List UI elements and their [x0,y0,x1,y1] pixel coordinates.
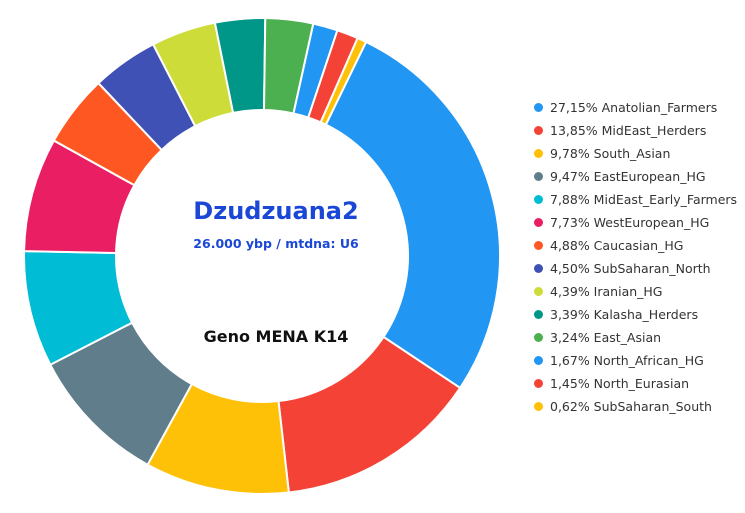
legend-dot-icon [534,172,543,181]
legend-dot-icon [534,195,543,204]
legend-item-2: 9,78% South_Asian [534,142,744,165]
legend-label: 1,45% North_Eurasian [550,376,690,391]
legend-label: 4,50% SubSaharan_North [550,261,711,276]
legend-label: 9,47% EastEuropean_HG [550,169,706,184]
legend-label: 7,73% WestEuropean_HG [550,215,710,230]
chart-title: Dzudzuana2 [193,197,359,225]
chart-subtitle: 26.000 ybp / mtdna: U6 [193,236,359,251]
donut-slice-13 [319,36,368,127]
legend-item-11: 1,67% North_African_HG [534,349,744,372]
legend-dot-icon [534,149,543,158]
legend-label: 0,62% SubSaharan_South [550,399,712,414]
legend-label: 9,78% South_Asian [550,146,671,161]
legend-dot-icon [534,218,543,227]
legend-label: 3,24% East_Asian [550,330,662,345]
legend-item-12: 1,45% North_Eurasian [534,372,744,395]
legend-item-3: 9,47% EastEuropean_HG [534,165,744,188]
chart-footer: Geno MENA K14 [203,327,349,346]
legend-dot-icon [534,103,543,112]
legend-item-4: 7,88% MidEast_Early_Farmers [534,188,744,211]
legend-label: 1,67% North_African_HG [550,353,704,368]
legend-label: 4,88% Caucasian_HG [550,238,684,253]
legend-item-10: 3,24% East_Asian [534,326,744,349]
legend-item-1: 13,85% MidEast_Herders [534,119,744,142]
legend-dot-icon [534,356,543,365]
legend-dot-icon [534,333,543,342]
legend-item-0: 27,15% Anatolian_Farmers [534,96,744,119]
legend-item-6: 4,88% Caucasian_HG [534,234,744,257]
legend-dot-icon [534,241,543,250]
legend-dot-icon [534,310,543,319]
legend-item-7: 4,50% SubSaharan_North [534,257,744,280]
legend-item-13: 0,62% SubSaharan_South [534,395,744,418]
legend-item-8: 4,39% Iranian_HG [534,280,744,303]
legend-label: 4,39% Iranian_HG [550,284,663,299]
legend-dot-icon [534,264,543,273]
legend-item-5: 7,73% WestEuropean_HG [534,211,744,234]
legend-dot-icon [534,126,543,135]
legend-item-9: 3,39% Kalasha_Herders [534,303,744,326]
legend: 27,15% Anatolian_Farmers 13,85% MidEast_H… [534,96,744,418]
legend-label: 3,39% Kalasha_Herders [550,307,699,322]
legend-dot-icon [534,402,543,411]
legend-dot-icon [534,379,543,388]
legend-dot-icon [534,287,543,296]
legend-label: 7,88% MidEast_Early_Farmers [550,192,738,207]
legend-label: 27,15% Anatolian_Farmers [550,100,718,115]
legend-label: 13,85% MidEast_Herders [550,123,707,138]
donut-slice-0 [324,40,501,390]
